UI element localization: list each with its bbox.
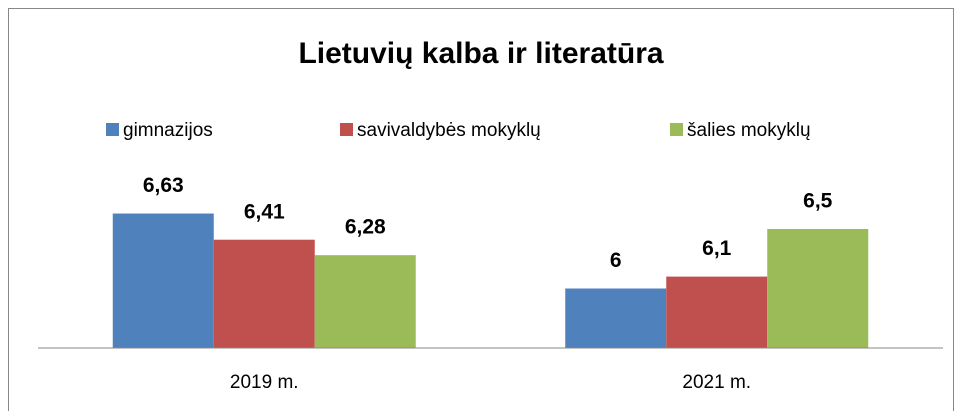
bar — [767, 229, 869, 348]
bar — [213, 239, 315, 348]
legend-label: savivaldybės mokyklų — [357, 120, 541, 141]
data-label: 6 — [610, 249, 622, 272]
legend-swatch — [670, 123, 683, 136]
data-label: 6,1 — [702, 237, 732, 260]
data-label: 6,28 — [345, 216, 386, 239]
data-label: 6,63 — [143, 174, 184, 197]
bar — [666, 276, 768, 348]
legend-label: šalies mokyklų — [687, 120, 811, 141]
data-label: 6,5 — [803, 190, 833, 213]
bar — [565, 288, 667, 348]
bar — [314, 255, 416, 348]
x-tick-label: 2021 m. — [682, 372, 751, 393]
data-label: 6,41 — [244, 200, 285, 223]
legend-swatch — [106, 123, 119, 136]
bar — [112, 213, 214, 348]
legend-swatch — [340, 123, 353, 136]
chart-title: Lietuvių kalba ir literatūra — [298, 37, 663, 70]
legend-label: gimnazijos — [123, 120, 213, 141]
x-tick-label: 2019 m. — [230, 372, 299, 393]
